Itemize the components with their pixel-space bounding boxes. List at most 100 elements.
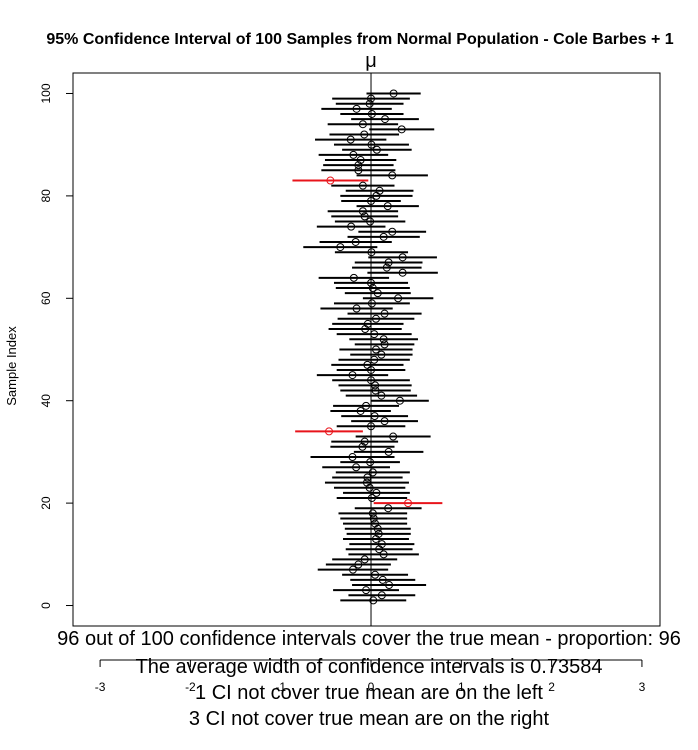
plot-frame bbox=[72, 72, 661, 627]
ci-center-point bbox=[366, 217, 375, 226]
ci-center-point bbox=[362, 586, 371, 595]
ci-center-point bbox=[404, 499, 413, 508]
ci-center-point bbox=[389, 89, 398, 98]
ci-center-point bbox=[369, 514, 378, 523]
ci-center-point bbox=[352, 304, 361, 313]
ci-center-point bbox=[385, 581, 394, 590]
ci-center-point bbox=[382, 263, 391, 272]
ci-center-point bbox=[373, 289, 382, 298]
summary-line: The average width of confidence interval… bbox=[136, 656, 603, 678]
ci-center-point bbox=[377, 591, 386, 600]
mu-label: μ bbox=[365, 50, 377, 72]
ci-center-point bbox=[360, 212, 369, 221]
ci-center-point bbox=[354, 161, 363, 170]
ci-center-point bbox=[352, 463, 361, 472]
ci-center-point bbox=[367, 299, 376, 308]
summary-text: 96 out of 100 confidence intervals cover… bbox=[57, 628, 681, 730]
ci-center-point bbox=[354, 560, 363, 569]
ci-center-point bbox=[371, 570, 380, 579]
intervals-layer bbox=[292, 89, 443, 605]
ci-center-point bbox=[371, 519, 380, 528]
ci-center-point bbox=[374, 529, 383, 538]
ci-center-point bbox=[398, 268, 407, 277]
ci-center-point bbox=[356, 406, 365, 415]
ci-center-point bbox=[371, 386, 380, 395]
y-tick-label: 40 bbox=[39, 394, 53, 408]
ci-center-point bbox=[380, 309, 389, 318]
ci-center-point bbox=[336, 243, 345, 252]
ci-center-point bbox=[358, 442, 367, 451]
ci-center-point bbox=[362, 478, 371, 487]
y-tick-label: 0 bbox=[39, 602, 53, 609]
ci-center-point bbox=[368, 509, 377, 518]
x-tick-label: -2 bbox=[185, 680, 196, 694]
y-tick-label: 80 bbox=[39, 189, 53, 203]
ci-center-point bbox=[367, 109, 376, 118]
ci-center-point bbox=[372, 488, 381, 497]
ci-center-point bbox=[380, 340, 389, 349]
ci-center-point bbox=[346, 135, 355, 144]
ci-center-point bbox=[371, 345, 380, 354]
ci-center-point bbox=[326, 176, 335, 185]
ci-center-point bbox=[348, 565, 357, 574]
ci-center-point bbox=[377, 540, 386, 549]
ci-center-point bbox=[394, 294, 403, 303]
ci-center-point bbox=[389, 432, 398, 441]
ci-center-point bbox=[366, 458, 375, 467]
ci-center-point bbox=[375, 186, 384, 195]
ci-center-point bbox=[381, 115, 390, 124]
ci-center-point bbox=[354, 166, 363, 175]
y-axis: 0 20 40 60 80 100 bbox=[39, 83, 73, 609]
x-axis: -3 -2 -1 0 1 2 3 bbox=[95, 659, 646, 694]
ci-center-point bbox=[371, 314, 380, 323]
ci-center-point bbox=[360, 130, 369, 139]
ci-center-point bbox=[372, 145, 381, 154]
ci-center-point bbox=[383, 202, 392, 211]
y-tick-label: 60 bbox=[39, 291, 53, 305]
ci-center-point bbox=[379, 232, 388, 241]
ci-center-point bbox=[380, 417, 389, 426]
x-tick-label: 1 bbox=[458, 680, 465, 694]
x-tick-label: -3 bbox=[95, 680, 106, 694]
ci-center-point bbox=[362, 401, 371, 410]
ci-center-point bbox=[356, 156, 365, 165]
chart-title: 95% Confidence Interval of 100 Samples f… bbox=[46, 31, 673, 48]
ci-center-point bbox=[349, 150, 358, 159]
ci-center-point bbox=[377, 391, 386, 400]
y-tick-label: 100 bbox=[39, 83, 53, 103]
ci-center-point bbox=[384, 258, 393, 267]
ci-center-point bbox=[325, 427, 334, 436]
ci-center-point bbox=[388, 171, 397, 180]
ci-center-point bbox=[377, 350, 386, 359]
ci-center-point bbox=[384, 504, 393, 513]
y-axis-label: Sample Index bbox=[4, 326, 19, 406]
ci-center-point bbox=[349, 273, 358, 282]
ci-center-point bbox=[360, 555, 369, 564]
summary-line: 3 CI not cover true mean are on the righ… bbox=[189, 708, 550, 730]
ci-center-point bbox=[379, 335, 388, 344]
x-tick-label: -1 bbox=[275, 680, 286, 694]
summary-line: 96 out of 100 confidence intervals cover… bbox=[57, 628, 681, 650]
ci-center-point bbox=[369, 596, 378, 605]
x-tick-label: 0 bbox=[368, 680, 375, 694]
ci-center-point bbox=[367, 493, 376, 502]
ci-center-point bbox=[351, 237, 360, 246]
ci-center-point bbox=[378, 575, 387, 584]
ci-center-point bbox=[368, 284, 377, 293]
ci-center-point bbox=[397, 125, 406, 134]
ci-center-point bbox=[358, 181, 367, 190]
ci-center-point bbox=[348, 453, 357, 462]
x-tick-label: 3 bbox=[639, 680, 646, 694]
ci-center-point bbox=[384, 447, 393, 456]
ci-center-point bbox=[358, 120, 367, 129]
ci-center-point bbox=[352, 104, 361, 113]
ci-center-point bbox=[365, 99, 374, 108]
ci-center-point bbox=[371, 381, 380, 390]
ci-center-point bbox=[358, 207, 367, 216]
ci-center-point bbox=[360, 437, 369, 446]
summary-line: 1 CI not cover true mean are on the left bbox=[195, 682, 543, 704]
x-tick-label: 2 bbox=[548, 680, 555, 694]
ci-center-point bbox=[388, 227, 397, 236]
ci-center-point bbox=[398, 253, 407, 262]
